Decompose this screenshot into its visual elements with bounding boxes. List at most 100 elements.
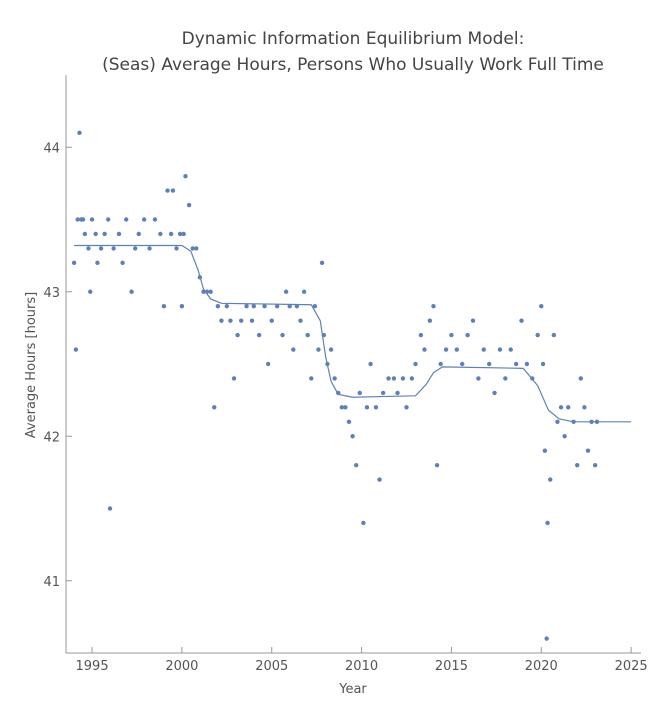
data-point xyxy=(386,376,391,381)
data-point xyxy=(274,304,280,309)
data-point xyxy=(391,376,397,381)
data-point xyxy=(301,289,307,294)
data-point xyxy=(132,246,138,251)
data-point xyxy=(269,318,274,323)
data-point xyxy=(503,376,508,381)
y-tick-label: 41 xyxy=(43,575,60,590)
data-point xyxy=(147,246,152,251)
data-point xyxy=(431,304,436,309)
data-point xyxy=(438,361,443,367)
data-point xyxy=(190,246,195,251)
data-point xyxy=(73,347,79,352)
data-point xyxy=(544,636,549,641)
data-point xyxy=(508,347,513,352)
data-point xyxy=(177,231,183,237)
data-point xyxy=(116,231,122,237)
data-point xyxy=(265,361,271,367)
data-point xyxy=(228,318,233,323)
chart-title: Dynamic Information Equilibrium Model: xyxy=(182,29,525,49)
data-point xyxy=(77,130,82,135)
data-point xyxy=(422,347,427,352)
data-point xyxy=(158,231,163,237)
data-point xyxy=(86,246,91,251)
y-tick-label: 42 xyxy=(43,430,60,445)
data-point xyxy=(357,390,362,396)
data-point xyxy=(575,462,580,468)
data-point xyxy=(262,304,267,309)
data-point xyxy=(470,318,476,323)
data-point xyxy=(548,477,553,482)
data-point xyxy=(542,448,548,453)
data-point xyxy=(179,304,185,309)
data-point xyxy=(208,289,213,294)
data-point xyxy=(141,217,147,222)
data-point xyxy=(443,347,449,352)
data-point xyxy=(244,304,249,309)
data-point xyxy=(592,462,598,468)
data-point xyxy=(82,231,88,237)
data-point xyxy=(465,332,470,338)
data-point xyxy=(98,246,104,251)
x-tick-label: 1995 xyxy=(76,659,109,674)
data-point xyxy=(545,520,550,526)
data-point xyxy=(332,376,337,381)
data-point xyxy=(409,376,415,381)
data-point xyxy=(454,347,460,352)
data-point xyxy=(373,405,379,410)
data-point xyxy=(102,231,107,237)
data-point xyxy=(566,405,571,410)
data-point xyxy=(298,318,303,323)
data-point xyxy=(434,462,440,468)
data-point xyxy=(316,347,321,352)
data-point xyxy=(312,304,318,309)
data-point xyxy=(539,304,544,309)
data-point xyxy=(170,188,176,193)
data-point xyxy=(89,217,95,222)
data-point xyxy=(555,419,560,424)
data-point xyxy=(353,462,359,468)
data-point xyxy=(238,318,244,323)
data-point xyxy=(319,260,325,266)
fit-line xyxy=(74,244,632,423)
data-point xyxy=(364,405,370,410)
data-point xyxy=(152,217,158,222)
data-point xyxy=(404,405,409,410)
x-tick-label: 2005 xyxy=(255,659,288,674)
data-point xyxy=(481,347,486,352)
data-point xyxy=(343,405,348,410)
x-tick-label: 2000 xyxy=(165,659,198,674)
data-point xyxy=(120,260,125,266)
data-point xyxy=(256,332,262,338)
x-tick-label: 2025 xyxy=(615,659,648,674)
data-point xyxy=(219,318,224,323)
data-point xyxy=(513,361,519,367)
data-point xyxy=(107,506,113,511)
data-point xyxy=(585,448,591,453)
data-point xyxy=(418,332,424,338)
data-point xyxy=(449,332,454,338)
data-point xyxy=(88,289,93,294)
data-point xyxy=(578,376,584,381)
x-tick-label: 2015 xyxy=(435,659,468,674)
chart-subtitle: (Seas) Average Hours, Persons Who Usuall… xyxy=(102,55,604,75)
data-point xyxy=(249,318,255,323)
data-point xyxy=(413,361,418,367)
data-point xyxy=(339,405,345,410)
y-tick-label: 44 xyxy=(43,141,60,156)
data-point xyxy=(123,217,129,222)
x-axis-label: Year xyxy=(338,682,367,697)
data-point xyxy=(519,318,524,323)
data-point xyxy=(380,390,386,396)
data-point xyxy=(194,246,199,251)
data-point xyxy=(165,188,170,193)
data-point xyxy=(524,361,530,367)
data-point xyxy=(186,202,192,208)
data-point xyxy=(400,376,406,381)
data-point xyxy=(460,361,465,367)
y-tick-label: 43 xyxy=(43,286,60,301)
data-point xyxy=(346,419,352,424)
data-point xyxy=(111,246,116,251)
data-point xyxy=(161,304,167,309)
data-point xyxy=(350,434,355,439)
